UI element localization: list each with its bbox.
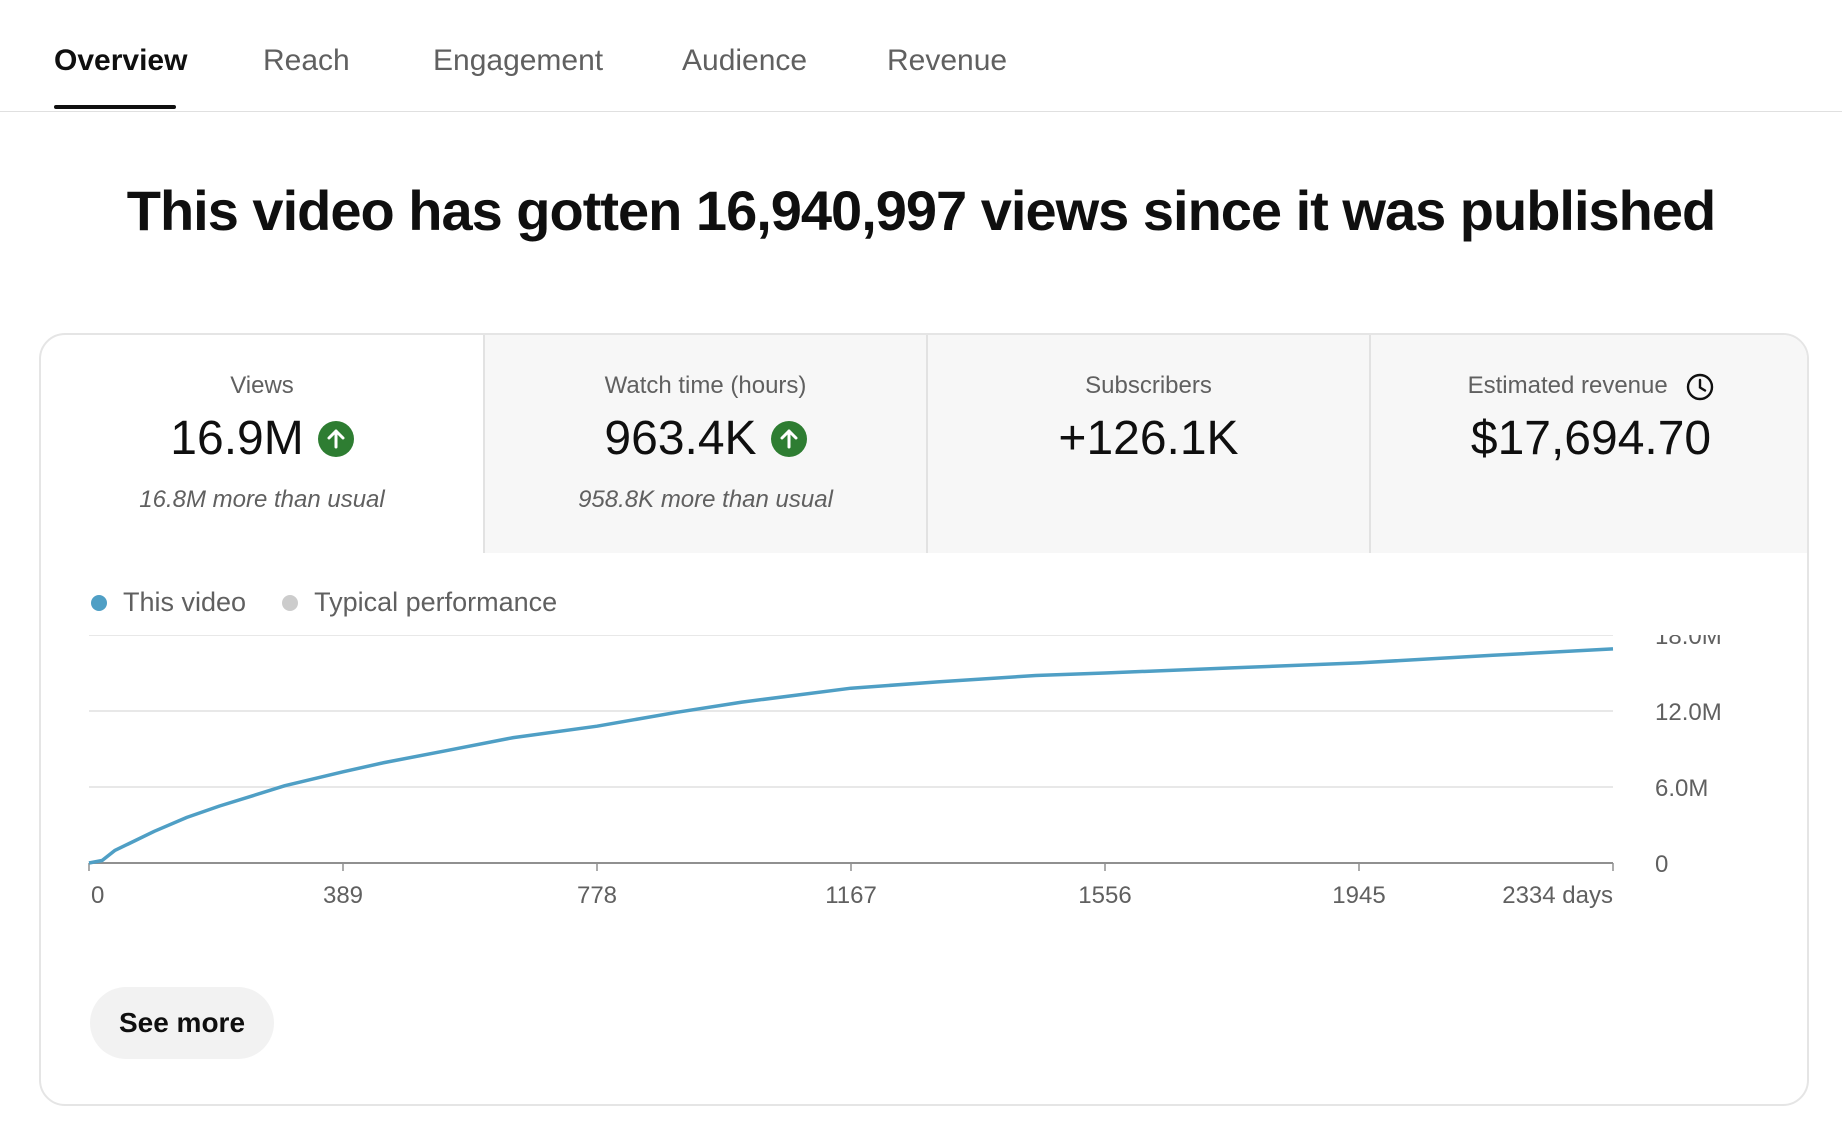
arrow-up-icon bbox=[317, 420, 354, 457]
y-tick-label: 18.0M bbox=[1655, 635, 1722, 650]
metric-comparison: 16.8M more than usual bbox=[139, 486, 385, 513]
tab-engagement[interactable]: Engagement bbox=[433, 44, 604, 77]
tab-audience[interactable]: Audience bbox=[682, 44, 808, 77]
series-line-this-video bbox=[88, 647, 1614, 865]
tab-reach[interactable]: Reach bbox=[263, 44, 350, 77]
tab-revenue[interactable]: Revenue bbox=[887, 44, 1008, 77]
x-tick-label: 778 bbox=[577, 882, 617, 909]
x-tick-label: 1945 bbox=[1332, 882, 1385, 909]
chart-legend: This video Typical performance bbox=[91, 587, 593, 618]
metric-value-row: +126.1K bbox=[928, 411, 1369, 466]
x-tick-label: 1167 bbox=[825, 882, 877, 909]
metric-label: Views bbox=[230, 372, 294, 399]
metric-value: 16.9M bbox=[170, 412, 304, 465]
metric-value: +126.1K bbox=[1058, 412, 1239, 465]
x-tick-label: 0 bbox=[91, 882, 104, 909]
legend-label: Typical performance bbox=[314, 587, 558, 617]
metric-label: Subscribers bbox=[1085, 372, 1212, 399]
arrow-up-icon bbox=[770, 420, 807, 457]
metric-value-row: 16.9M bbox=[41, 411, 483, 466]
metric-comparison: 958.8K more than usual bbox=[578, 486, 833, 513]
tab-bar: Overview Reach Engagement Audience Reven… bbox=[0, 0, 1842, 112]
legend-item-this-video[interactable]: This video bbox=[91, 587, 246, 618]
metric-value: 963.4K bbox=[604, 412, 757, 465]
x-tick-label: 389 bbox=[323, 882, 363, 909]
metric-estimated-revenue[interactable]: Estimated revenue $17,694.70 bbox=[1369, 335, 1807, 553]
metric-watch-time[interactable]: Watch time (hours) 963.4K 958.8K more th… bbox=[483, 335, 926, 553]
views-chart[interactable]: 18.0M 12.0M 6.0M 0 0 389 778 1167 1556 1945 2334 d… bbox=[41, 635, 1809, 965]
metric-label: Estimated revenue bbox=[1467, 372, 1668, 399]
metric-subscribers[interactable]: Subscribers +126.1K bbox=[926, 335, 1369, 553]
legend-dot bbox=[91, 594, 107, 611]
tab-overview[interactable]: Overview bbox=[54, 44, 188, 77]
metric-value-row: 963.4K bbox=[485, 411, 926, 466]
metric-value-row: $17,694.70 bbox=[1371, 411, 1807, 466]
y-tick-label: 0 bbox=[1655, 851, 1668, 878]
active-tab-indicator bbox=[54, 105, 176, 109]
y-tick-label: 12.0M bbox=[1655, 699, 1722, 726]
legend-dot bbox=[282, 594, 299, 611]
legend-label: This video bbox=[123, 587, 247, 617]
metric-views[interactable]: Views 16.9M 16.8M more than usual bbox=[41, 335, 483, 553]
clock-icon[interactable] bbox=[1686, 373, 1714, 401]
x-tick-label: 1556 bbox=[1078, 882, 1131, 909]
overview-card: Views 16.9M 16.8M more than usual Watch … bbox=[39, 333, 1809, 1106]
metric-label: Watch time (hours) bbox=[604, 372, 807, 399]
page-title: This video has gotten 16,940,997 views s… bbox=[126, 179, 1716, 242]
metric-value: $17,694.70 bbox=[1470, 412, 1712, 465]
x-tick-label: 2334 days bbox=[1502, 882, 1613, 909]
see-more-button[interactable]: See more bbox=[90, 987, 274, 1059]
metric-label-row: Estimated revenue bbox=[1371, 372, 1807, 401]
legend-item-typical-performance[interactable]: Typical performance bbox=[282, 587, 557, 618]
y-tick-label: 6.0M bbox=[1655, 775, 1708, 802]
